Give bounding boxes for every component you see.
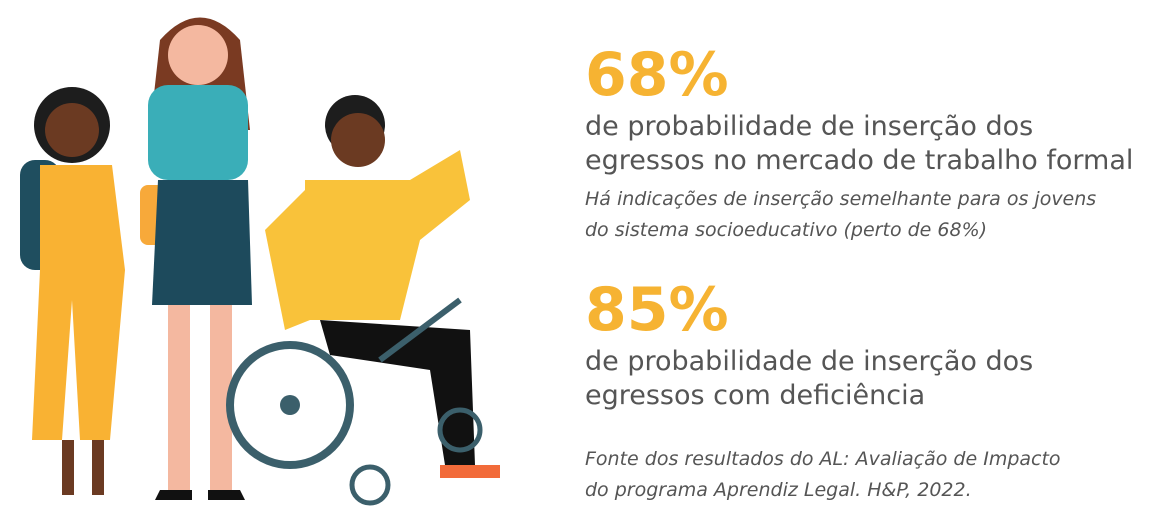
- text-line: Há indicações de inserção semelhante par…: [585, 188, 1097, 210]
- stat-description: de probabilidade de inserção dos egresso…: [585, 345, 1033, 413]
- stat-note: Há indicações de inserção semelhante par…: [585, 184, 1096, 246]
- text-line: egressos no mercado de trabalho formal: [585, 145, 1134, 176]
- text-line: egressos com deficiência: [585, 380, 926, 411]
- source: Fonte dos resultados do AL: Avaliação de…: [585, 444, 1061, 506]
- text-line: de probabilidade de inserção dos: [585, 111, 1034, 142]
- stat-value: 68%: [585, 40, 729, 110]
- text-line: do sistema socioeducativo (perto de 68%): [585, 219, 988, 241]
- text-line: de probabilidade de inserção dos: [585, 346, 1034, 377]
- text-line: Fonte dos resultados do AL: Avaliação de…: [585, 448, 1061, 470]
- stat-value: 85%: [585, 275, 729, 345]
- illustration: [20, 17, 500, 506]
- stat-description: de probabilidade de inserção dos egresso…: [585, 110, 1133, 178]
- text-line: do programa Aprendiz Legal. H&P, 2022.: [585, 479, 972, 501]
